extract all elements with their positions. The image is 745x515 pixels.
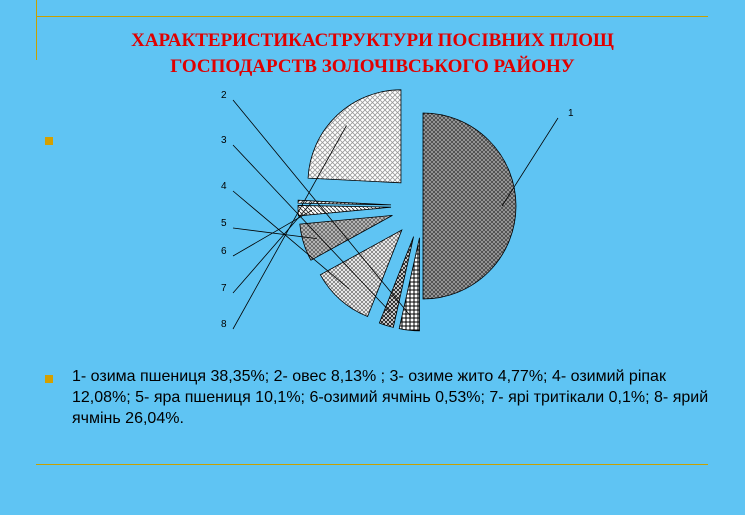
slice-label-6: 6 — [221, 246, 227, 257]
leader-line-1 — [501, 117, 559, 207]
slice-label-2: 2 — [221, 90, 227, 101]
slice-label-1: 1 — [568, 108, 574, 119]
leader-line-3 — [232, 144, 391, 313]
slice-label-8: 8 — [221, 319, 227, 330]
decor-bottom-rule — [36, 464, 708, 465]
pie-slice-1 — [422, 112, 517, 300]
leader-line-6 — [232, 209, 313, 257]
pie-slice-6 — [297, 205, 392, 217]
leader-line-4 — [232, 190, 350, 290]
slice-label-7: 7 — [221, 283, 227, 294]
decor-top-rule — [36, 16, 708, 17]
slide-title: ХАРАКТЕРИСТИКАСТРУКТУРИ ПОСІВНИХ ПЛОЩ ГО… — [40, 28, 705, 80]
bullet-marker — [45, 375, 53, 383]
pie-slice-7 — [297, 199, 392, 206]
leader-line-2 — [232, 99, 412, 317]
chart-caption: 1- озима пшениця 38,35%; 2- овес 8,13% ;… — [72, 368, 709, 427]
slice-label-4: 4 — [221, 181, 227, 192]
pie-slice-2 — [398, 237, 420, 332]
bullet-marker-empty — [45, 137, 53, 145]
title-line-1: ХАРАКТЕРИСТИКАСТРУКТУРИ ПОСІВНИХ ПЛОЩ — [131, 30, 614, 51]
pie-slice-4 — [319, 229, 403, 317]
leader-line-8 — [232, 125, 347, 330]
slice-label-5: 5 — [221, 218, 227, 229]
slice-label-3: 3 — [221, 135, 227, 146]
pie-slice-3 — [378, 236, 414, 328]
leader-line-5 — [232, 227, 317, 240]
title-line-2: ГОСПОДАРСТВ ЗОЛОЧІВСЬКОГО РАЙОНУ — [170, 56, 575, 77]
pie-slice-8 — [307, 89, 402, 184]
decor-vertical-rule — [36, 0, 37, 60]
leader-line-7 — [232, 201, 313, 294]
